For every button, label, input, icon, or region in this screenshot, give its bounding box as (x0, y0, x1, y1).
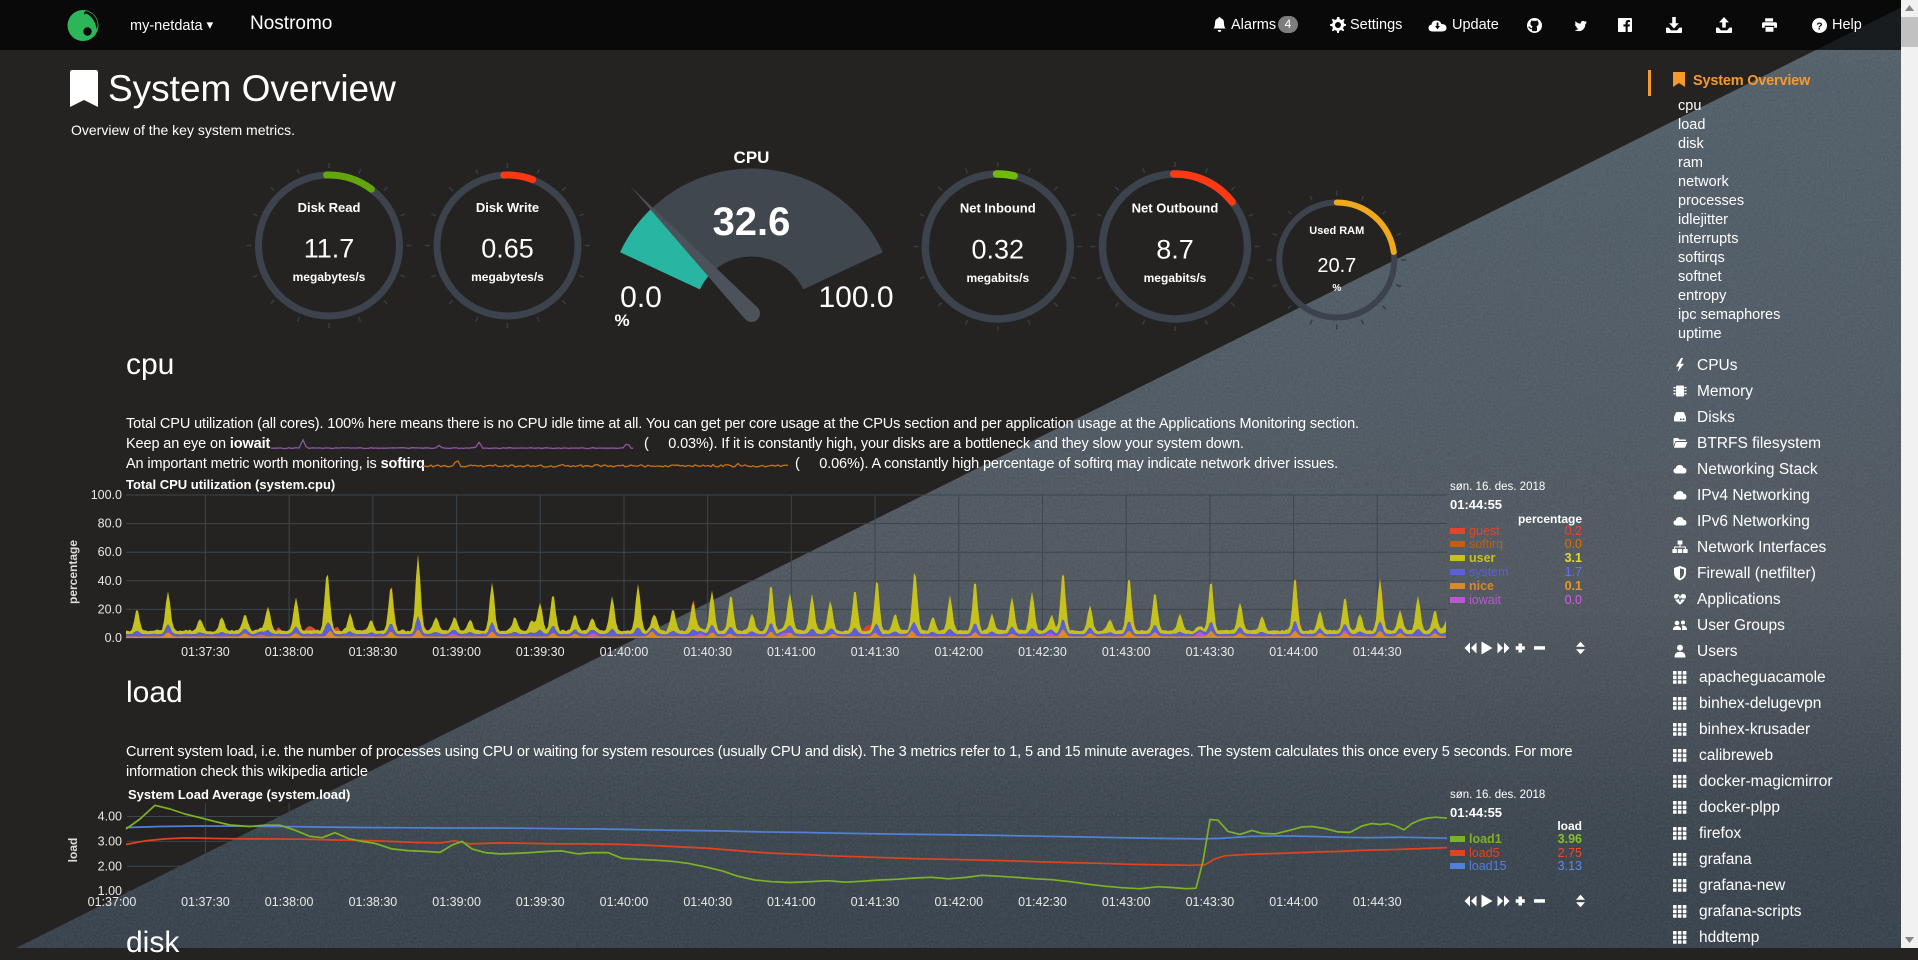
svg-text:20.7: 20.7 (1317, 255, 1356, 277)
svg-text:01:44:00: 01:44:00 (1269, 895, 1318, 909)
svg-text:01:43:30: 01:43:30 (1186, 645, 1235, 659)
svg-text:Net Outbound: Net Outbound (1132, 201, 1219, 216)
svg-text:01:39:00: 01:39:00 (432, 645, 481, 659)
svg-text:32.6: 32.6 (713, 200, 791, 244)
svg-text:System Load Average (system.lo: System Load Average (system.load) (128, 787, 350, 802)
svg-text:4.00: 4.00 (98, 810, 122, 824)
svg-text:0.65: 0.65 (481, 234, 534, 264)
svg-text:Total CPU utilization (system.: Total CPU utilization (system.cpu) (126, 478, 335, 492)
svg-text:01:40:30: 01:40:30 (683, 895, 732, 909)
svg-text:01:39:30: 01:39:30 (516, 895, 565, 909)
svg-text:%: % (1332, 283, 1341, 294)
svg-text:01:43:00: 01:43:00 (1102, 895, 1151, 909)
svg-text:0.0: 0.0 (620, 281, 662, 314)
svg-text:Disk Read: Disk Read (298, 200, 361, 215)
svg-text:load: load (66, 838, 80, 863)
svg-text:megabits/s: megabits/s (966, 271, 1029, 285)
svg-text:01:38:00: 01:38:00 (265, 645, 314, 659)
svg-text:20.0: 20.0 (98, 602, 122, 616)
svg-text:01:41:30: 01:41:30 (851, 645, 900, 659)
svg-text:2.00: 2.00 (98, 859, 122, 873)
svg-text:3.00: 3.00 (98, 834, 122, 848)
svg-text:01:42:00: 01:42:00 (934, 645, 983, 659)
svg-text:01:40:00: 01:40:00 (600, 895, 649, 909)
svg-text:100.0: 100.0 (818, 281, 893, 314)
svg-text:01:39:00: 01:39:00 (432, 895, 481, 909)
svg-text:Net Inbound: Net Inbound (960, 201, 1036, 216)
svg-text:60.0: 60.0 (98, 545, 122, 559)
svg-text:1.00: 1.00 (98, 884, 122, 898)
svg-text:01:37:30: 01:37:30 (181, 895, 230, 909)
svg-text:01:41:30: 01:41:30 (851, 895, 900, 909)
svg-text:01:41:00: 01:41:00 (767, 895, 816, 909)
svg-text:01:40:00: 01:40:00 (600, 645, 649, 659)
svg-text:8.7: 8.7 (1156, 235, 1194, 265)
svg-text:01:39:30: 01:39:30 (516, 645, 565, 659)
svg-text:0.0: 0.0 (105, 631, 122, 645)
svg-text:80.0: 80.0 (98, 517, 122, 531)
svg-text:megabytes/s: megabytes/s (471, 270, 544, 284)
svg-text:CPU: CPU (734, 148, 770, 167)
svg-text:01:37:00: 01:37:00 (88, 895, 137, 909)
svg-text:01:44:00: 01:44:00 (1269, 645, 1318, 659)
svg-text:0.32: 0.32 (972, 235, 1025, 265)
svg-text:megabytes/s: megabytes/s (293, 270, 366, 284)
svg-text:Used RAM: Used RAM (1309, 225, 1364, 237)
svg-text:%: % (614, 311, 629, 330)
svg-text:01:42:00: 01:42:00 (934, 895, 983, 909)
svg-text:01:42:30: 01:42:30 (1018, 895, 1067, 909)
svg-text:01:40:30: 01:40:30 (683, 645, 732, 659)
svg-text:?: ? (1816, 20, 1822, 32)
svg-text:megabits/s: megabits/s (1144, 271, 1207, 285)
svg-text:01:37:30: 01:37:30 (181, 645, 230, 659)
svg-text:percentage: percentage (66, 540, 80, 604)
svg-text:01:44:30: 01:44:30 (1353, 645, 1402, 659)
svg-text:01:38:30: 01:38:30 (349, 645, 398, 659)
svg-text:01:43:30: 01:43:30 (1186, 895, 1235, 909)
svg-text:Disk Write: Disk Write (476, 200, 539, 215)
svg-text:11.7: 11.7 (304, 234, 355, 264)
svg-text:01:41:00: 01:41:00 (767, 645, 816, 659)
svg-text:01:44:30: 01:44:30 (1353, 895, 1402, 909)
svg-text:01:38:30: 01:38:30 (349, 895, 398, 909)
svg-text:01:38:00: 01:38:00 (265, 895, 314, 909)
svg-text:01:42:30: 01:42:30 (1018, 645, 1067, 659)
svg-text:100.0: 100.0 (91, 488, 122, 502)
svg-text:40.0: 40.0 (98, 574, 122, 588)
svg-text:01:43:00: 01:43:00 (1102, 645, 1151, 659)
